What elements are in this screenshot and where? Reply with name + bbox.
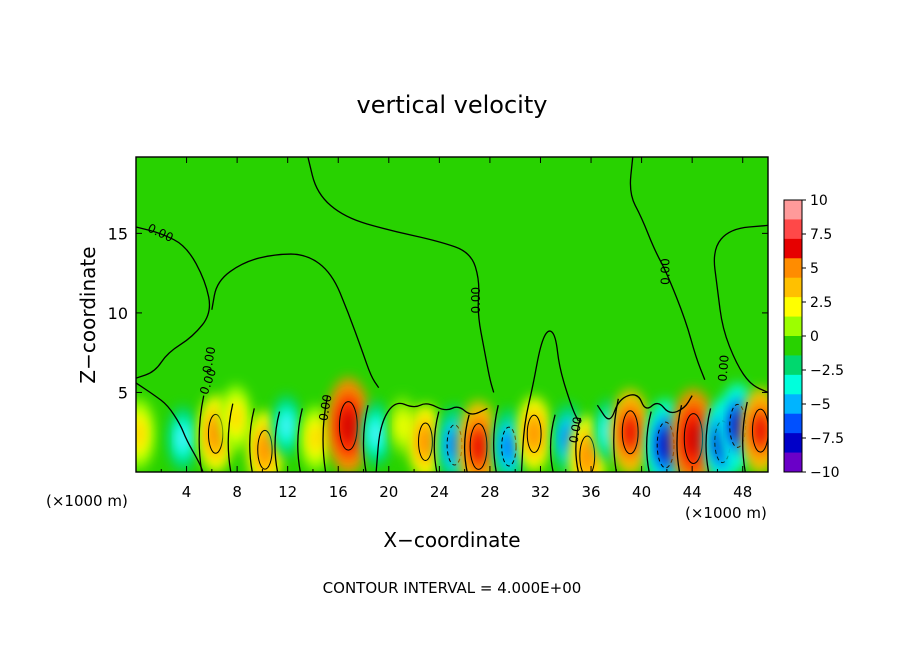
colorbar-tick-label: −2.5 [810,363,844,379]
contour-label: 0.00 [715,354,731,382]
heatmap-cell [517,396,552,472]
colorbar: 10 7.5 5 2.5 0 −2.5 −5 −7.5 −10 [783,193,844,481]
x-tick-label: 24 [430,483,449,501]
y-axis-ticks: 5 10 15 [108,224,768,402]
colorbar-swatch [784,316,802,337]
contour-line [713,224,768,394]
colorbar-swatch [784,258,802,279]
heatmap-cell [220,384,252,452]
plot-frame [135,156,769,473]
colorbar-tick-label: 5 [810,261,819,277]
heatmap-cell [167,405,198,472]
contour-line [227,403,234,472]
colorbar-swatch [784,277,802,298]
heatmap-cell [610,389,650,472]
contour-line [742,401,748,472]
x-axis-ticks: 4 8 12 16 20 24 28 32 36 40 44 48 [160,157,752,501]
y-tick-label: 15 [108,224,128,243]
chart-title: vertical velocity [357,91,548,119]
plot-area: 0.000.000.000.000.000.000.000.00 [135,156,769,473]
contour-lines [136,157,768,472]
contour-line [613,398,619,472]
x-unit-right: (×1000 m) [685,504,767,522]
x-tick-label: 44 [683,483,702,501]
heatmap-cell [740,387,768,472]
contour-line [136,226,211,379]
contour-line [705,408,712,472]
contour-line [211,253,380,389]
contour-line [676,405,683,472]
colorbar-tick-label: 2.5 [810,295,832,311]
contour-line [520,330,579,472]
contour-line [575,417,582,472]
contour-label: 0.00 [469,287,483,314]
colorbar-tick-label: 10 [810,193,828,209]
contour-line [307,157,495,393]
heatmap-cell [326,377,371,472]
x-axis-label: X−coordinate [383,528,520,552]
colorbar-swatch [784,394,802,415]
contour-interval-note: CONTOUR INTERVAL = 4.000E+00 [323,579,582,597]
colorbar-swatch [784,297,802,318]
colorbar-swatch [784,336,802,356]
colorbar-tick-label: −5 [810,397,831,413]
heatmap-cell [360,400,392,468]
heatmap-cell [136,397,155,470]
contour-line [549,414,556,472]
contour-line [198,395,205,472]
heatmap-cell [670,388,716,472]
x-tick-label: 4 [182,483,192,501]
contour-line [322,395,329,472]
heatmap-cell [491,407,527,472]
y-axis-label: Z−coordinate [76,246,100,383]
colorbar-tick-label: 0 [810,329,819,345]
x-tick-label: 48 [733,483,752,501]
x-tick-label: 32 [531,483,550,501]
contour-label: 0.00 [567,416,585,445]
colorbar-swatch [784,355,802,376]
x-tick-label: 40 [632,483,651,501]
colorbar-swatch [784,413,802,434]
colorbar-swatch [784,433,802,454]
contour-line [433,411,440,472]
contour-labels: 0.000.000.000.000.000.000.000.00 [145,221,731,444]
contour-line [274,411,281,472]
contour-label: 0.00 [658,258,672,285]
colorbar-swatch [784,238,802,259]
colorbar-tick-label: −10 [810,465,840,481]
heatmap-cell [271,393,301,458]
contour-line [362,405,369,472]
contour-line [249,408,255,472]
colorbar-tick-label: −7.5 [810,431,844,447]
contour-label: 0.00 [316,393,334,422]
x-tick-label: 36 [581,483,600,501]
contour-line [646,411,652,472]
contour-label: 0.00 [200,346,218,375]
contour-line [629,157,706,380]
colorbar-swatch [784,219,802,240]
y-tick-label: 10 [108,304,128,323]
colorbar-swatch [784,452,802,473]
x-tick-label: 20 [379,483,398,501]
contour-line [596,394,693,420]
contour-line [463,414,470,472]
heatmap-cells [136,377,768,472]
x-tick-label: 8 [232,483,242,501]
colorbar-swatch [784,374,802,395]
contour-line [493,405,499,472]
x-unit-left: (×1000 m) [46,492,128,510]
colorbar-tick-label: 7.5 [810,227,832,243]
x-tick-label: 12 [278,483,297,501]
contour-line [375,402,488,472]
x-tick-label: 28 [480,483,499,501]
contour-line [297,408,303,472]
x-tick-label: 16 [329,483,348,501]
contour-line [136,382,204,472]
y-tick-label: 5 [118,383,128,402]
colorbar-swatch [784,200,802,220]
